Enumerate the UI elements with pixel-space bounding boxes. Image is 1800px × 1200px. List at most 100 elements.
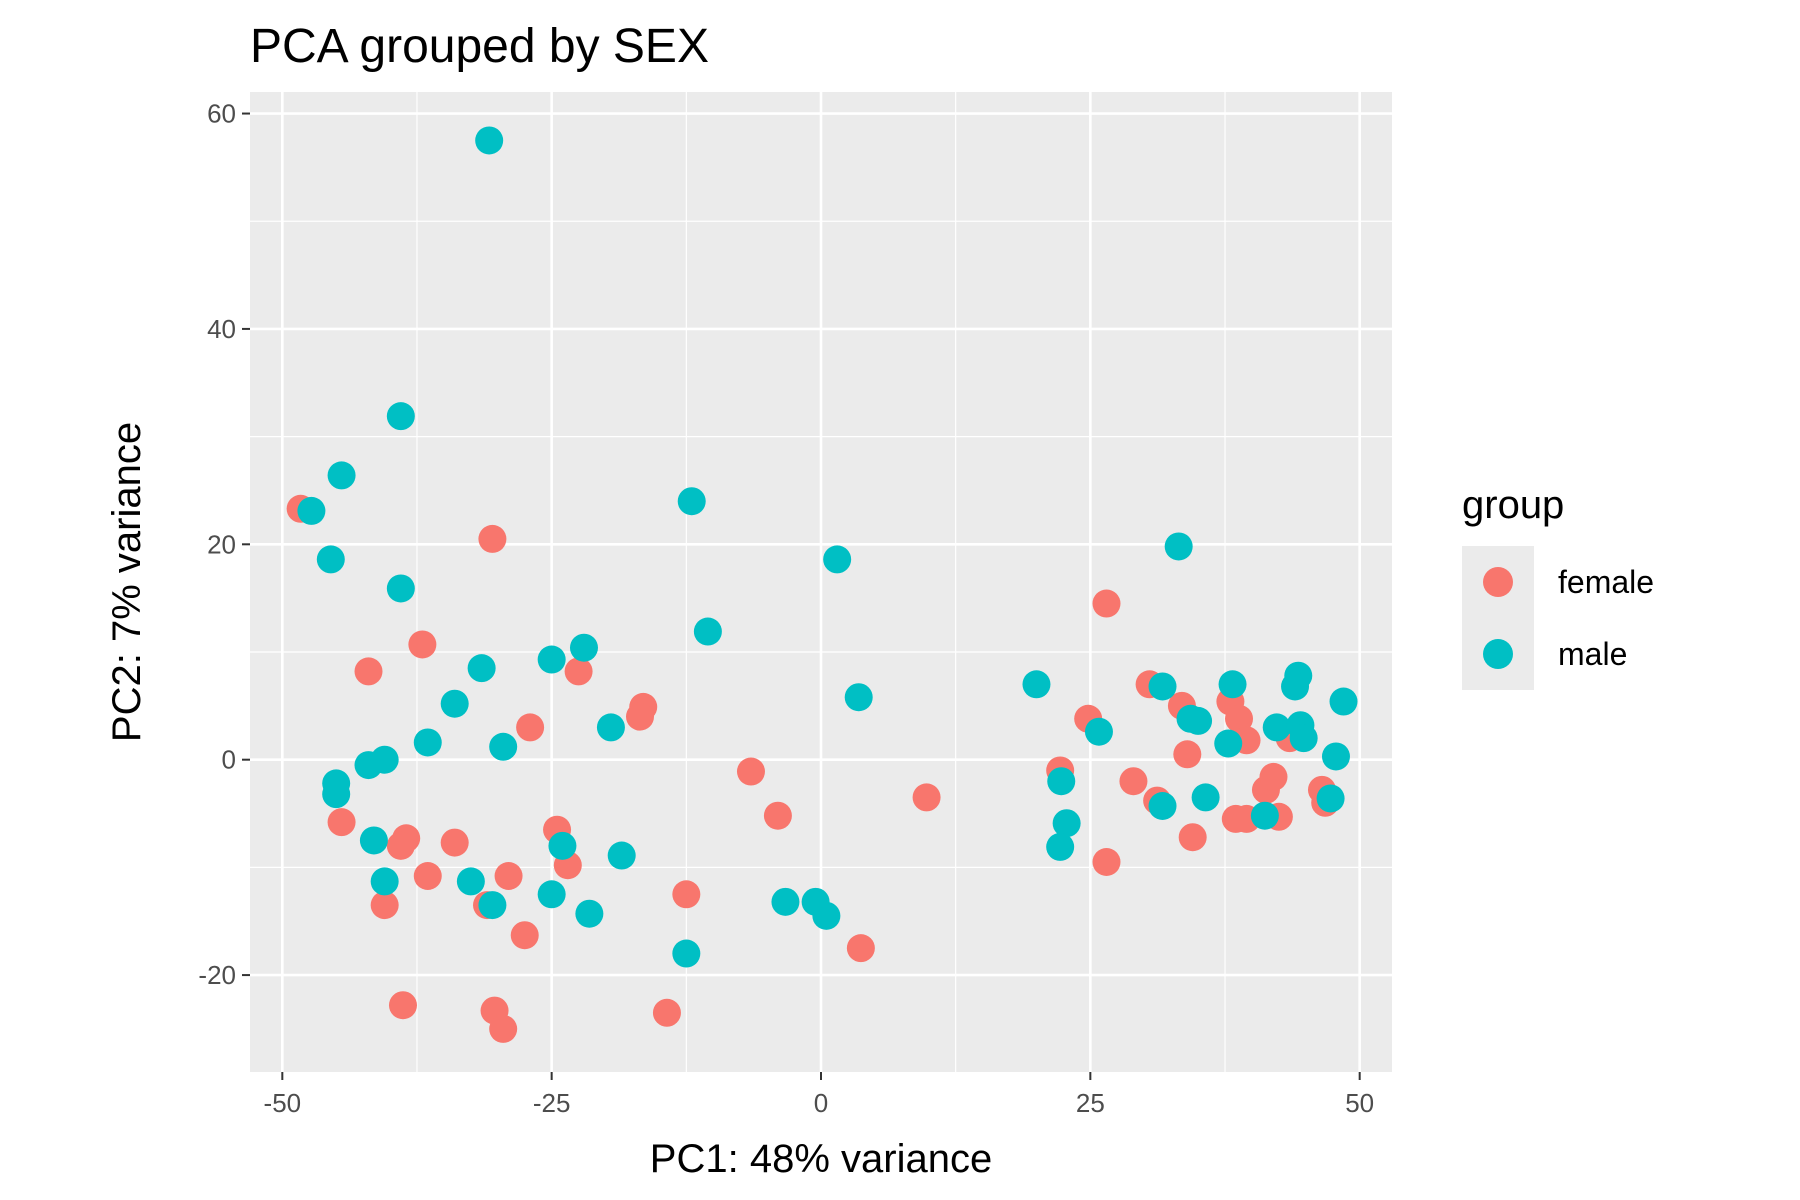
data-point-male bbox=[1262, 713, 1291, 742]
data-point-male bbox=[677, 487, 706, 516]
data-point-male bbox=[1084, 717, 1113, 746]
x-axis: -50 -25 0 25 50 bbox=[264, 1072, 1374, 1118]
data-point-male bbox=[1316, 784, 1345, 813]
data-point-male bbox=[386, 402, 415, 431]
data-point-male bbox=[1289, 724, 1318, 753]
data-point-male bbox=[478, 891, 507, 920]
data-point-male bbox=[327, 461, 356, 490]
legend-label-male: male bbox=[1558, 636, 1627, 672]
data-point-male bbox=[297, 496, 326, 525]
data-point-male bbox=[370, 745, 399, 774]
data-point-male bbox=[1052, 809, 1081, 838]
data-point-female bbox=[413, 862, 442, 890]
data-point-male bbox=[1321, 742, 1350, 771]
data-point-female bbox=[510, 921, 539, 950]
data-point-female bbox=[846, 934, 875, 963]
data-point-male bbox=[1022, 670, 1051, 699]
data-point-female bbox=[354, 657, 383, 686]
data-point-female bbox=[652, 998, 681, 1027]
data-point-female bbox=[564, 657, 593, 686]
data-point-male bbox=[1281, 672, 1310, 701]
data-point-male bbox=[1148, 792, 1177, 820]
data-point-male bbox=[1046, 832, 1075, 861]
data-point-male bbox=[489, 732, 518, 761]
data-point-female bbox=[478, 524, 507, 553]
legend-items: female male bbox=[1483, 564, 1654, 672]
data-point-male bbox=[1329, 687, 1358, 716]
y-tick-label: 20 bbox=[207, 529, 236, 559]
data-point-male bbox=[316, 545, 345, 574]
data-point-male bbox=[672, 939, 701, 968]
data-point-male bbox=[456, 867, 485, 896]
data-point-male bbox=[1047, 767, 1076, 796]
data-point-male bbox=[1164, 532, 1193, 561]
data-point-male bbox=[607, 841, 636, 870]
data-point-male bbox=[1191, 783, 1220, 812]
data-point-male bbox=[386, 574, 415, 603]
y-tick-label: 60 bbox=[207, 99, 236, 129]
data-point-female bbox=[370, 891, 399, 920]
y-axis-title: PC2: 7% variance bbox=[105, 422, 149, 742]
data-point-male bbox=[812, 901, 841, 930]
data-point-male bbox=[1250, 801, 1279, 830]
data-point-female bbox=[489, 1014, 518, 1043]
y-tick-label: 0 bbox=[222, 745, 236, 775]
data-point-female bbox=[386, 831, 415, 860]
x-tick-label: 0 bbox=[814, 1088, 828, 1118]
data-point-female bbox=[736, 757, 765, 786]
chart-title: PCA grouped by SEX bbox=[250, 20, 709, 73]
data-point-male bbox=[575, 899, 604, 928]
data-point-male bbox=[693, 617, 722, 646]
data-point-female bbox=[327, 808, 356, 837]
data-point-female bbox=[516, 713, 545, 742]
data-point-female bbox=[626, 702, 655, 731]
data-point-female bbox=[494, 862, 523, 890]
y-tick-label: -20 bbox=[198, 960, 236, 990]
data-point-male bbox=[467, 654, 496, 683]
data-point-male bbox=[413, 728, 442, 757]
data-point-male bbox=[844, 683, 873, 712]
x-tick-label: 50 bbox=[1345, 1088, 1374, 1118]
data-point-male bbox=[440, 689, 469, 718]
data-point-male bbox=[537, 645, 566, 674]
data-point-male bbox=[1218, 670, 1247, 699]
data-point-male bbox=[823, 545, 852, 574]
legend-key-male bbox=[1483, 639, 1513, 669]
data-point-female bbox=[1173, 740, 1202, 769]
data-points bbox=[286, 126, 1358, 1043]
data-point-female bbox=[912, 783, 941, 812]
legend-title: group bbox=[1462, 483, 1564, 527]
y-tick-label: 40 bbox=[207, 314, 236, 344]
data-point-female bbox=[672, 880, 701, 909]
data-point-male bbox=[1148, 672, 1177, 701]
x-tick-label: -25 bbox=[533, 1088, 571, 1118]
data-point-male bbox=[569, 633, 598, 662]
data-point-female bbox=[440, 828, 469, 857]
data-point-male bbox=[596, 713, 625, 742]
data-point-female bbox=[763, 801, 792, 830]
data-point-female bbox=[1178, 823, 1207, 852]
data-point-female bbox=[408, 630, 437, 659]
data-point-female bbox=[1119, 767, 1148, 796]
legend: group female male bbox=[1462, 483, 1654, 690]
legend-label-female: female bbox=[1558, 564, 1654, 600]
data-point-female bbox=[388, 991, 417, 1020]
data-point-male bbox=[370, 867, 399, 896]
data-point-male bbox=[1214, 729, 1243, 758]
y-axis: -20 0 20 40 60 bbox=[198, 99, 250, 990]
data-point-female bbox=[1225, 704, 1254, 733]
data-point-male bbox=[359, 826, 388, 855]
data-point-male bbox=[322, 780, 351, 809]
data-point-female bbox=[1092, 589, 1121, 618]
data-point-male bbox=[537, 880, 566, 909]
data-point-male bbox=[771, 887, 800, 916]
x-tick-label: -50 bbox=[264, 1088, 302, 1118]
data-point-male bbox=[1184, 706, 1213, 735]
data-point-male bbox=[475, 126, 504, 155]
x-tick-label: 25 bbox=[1076, 1088, 1105, 1118]
legend-key-female bbox=[1483, 567, 1513, 597]
data-point-male bbox=[548, 831, 577, 860]
data-point-female bbox=[1092, 848, 1121, 876]
x-axis-title: PC1: 48% variance bbox=[650, 1137, 992, 1181]
